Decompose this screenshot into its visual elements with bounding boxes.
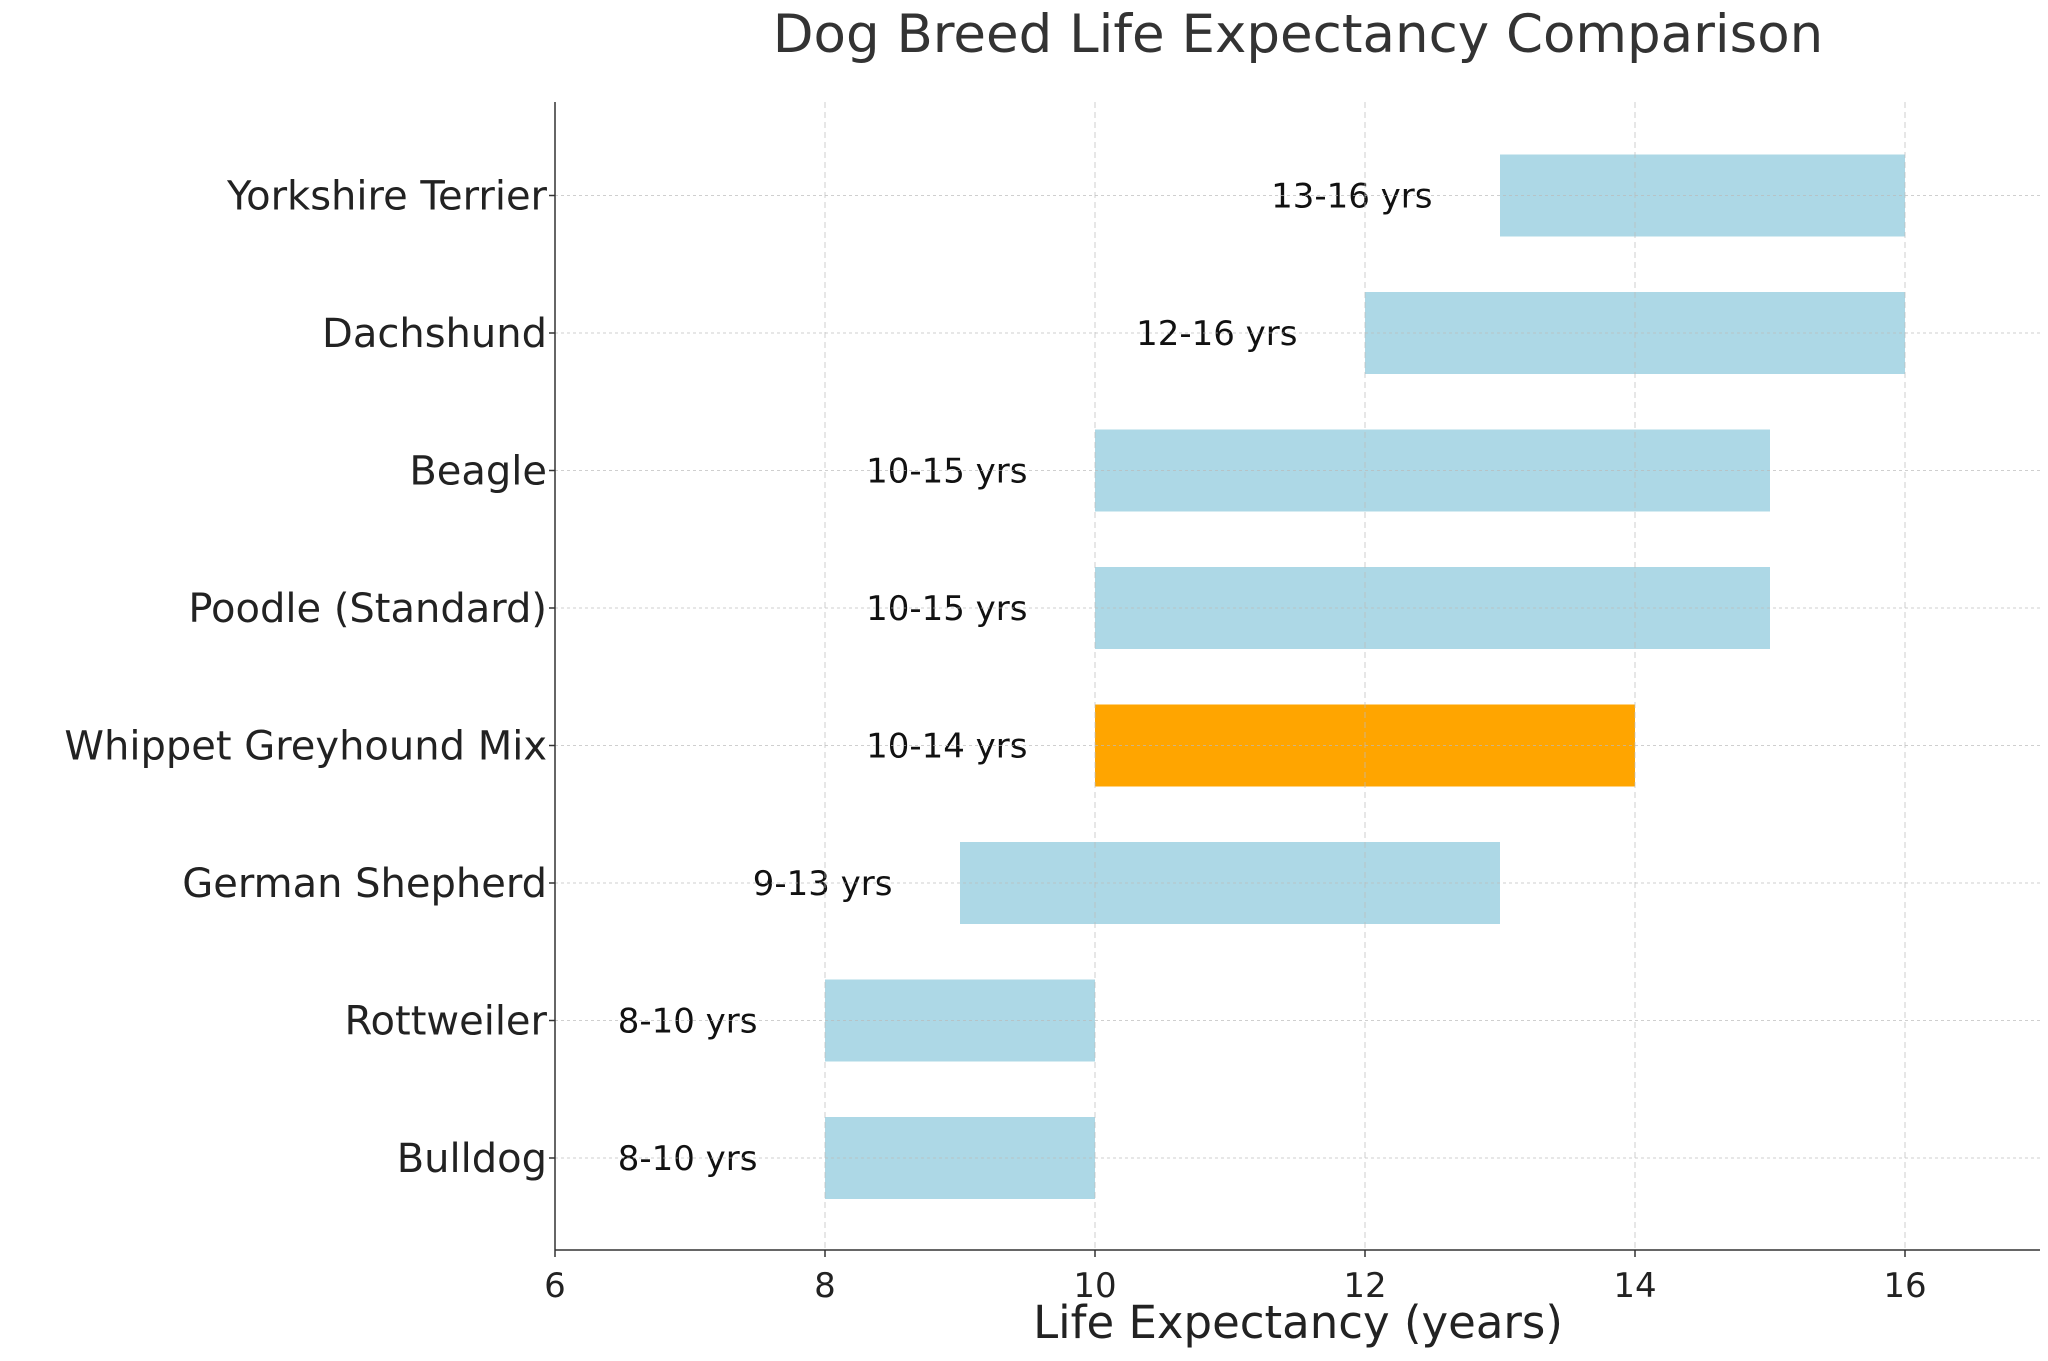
data-label: 9-13 yrs <box>753 864 893 904</box>
y-tick-label: Rottweiler <box>345 999 548 1045</box>
data-label: 13-16 yrs <box>1271 177 1432 217</box>
y-tick-label: Yorkshire Terrier <box>226 174 548 220</box>
data-label: 8-10 yrs <box>618 1139 758 1179</box>
data-label: 12-16 yrs <box>1136 314 1297 354</box>
chart-title: Dog Breed Life Expectancy Comparison <box>773 4 1824 65</box>
y-tick-label: Poodle (Standard) <box>188 586 547 632</box>
y-tick-label: Dachshund <box>322 311 547 357</box>
data-label: 10-15 yrs <box>866 589 1027 629</box>
y-tick-label: Beagle <box>409 449 547 495</box>
x-axis-label: Life Expectancy (years) <box>1033 1296 1563 1349</box>
x-tick-label: 14 <box>1613 1266 1656 1306</box>
data-label: 10-14 yrs <box>866 727 1027 767</box>
x-tick-label: 6 <box>544 1266 566 1306</box>
x-tick-label: 16 <box>1883 1266 1926 1306</box>
y-tick-label: Bulldog <box>397 1136 547 1182</box>
y-tick-label: Whippet Greyhound Mix <box>64 724 547 770</box>
x-tick-label: 8 <box>814 1266 836 1306</box>
y-tick-label: German Shepherd <box>182 861 547 907</box>
x-tick-label: 12 <box>1343 1266 1386 1306</box>
x-tick-label: 10 <box>1073 1266 1116 1306</box>
data-label: 10-15 yrs <box>866 452 1027 492</box>
data-label: 8-10 yrs <box>618 1002 758 1042</box>
